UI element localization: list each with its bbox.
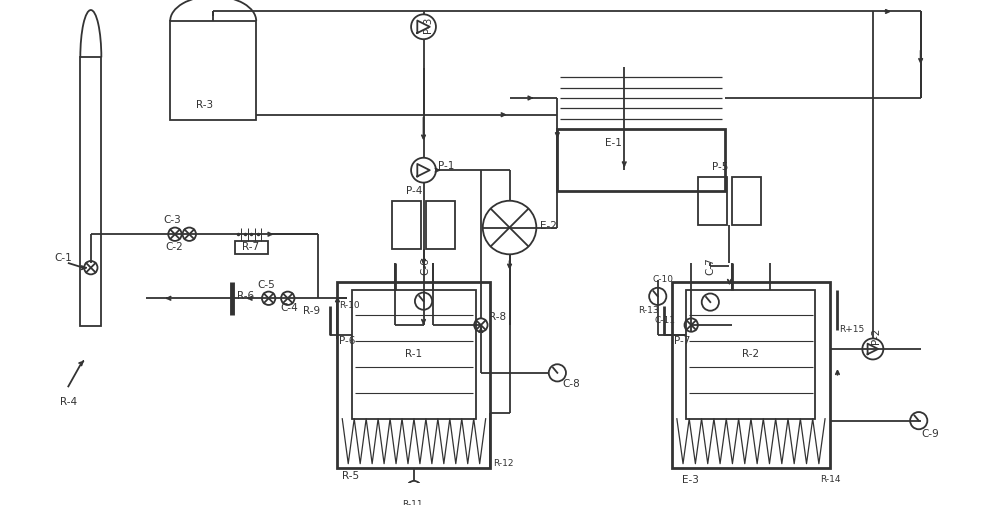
- Bar: [672, 282, 830, 469]
- Bar: [426, 201, 455, 248]
- Text: P-5: P-5: [712, 162, 729, 172]
- Text: R+15: R+15: [839, 325, 865, 334]
- Text: C-9: C-9: [922, 429, 939, 439]
- Bar: [337, 282, 490, 469]
- Bar: [352, 290, 476, 419]
- Text: C-4: C-4: [280, 303, 298, 313]
- Text: R-3: R-3: [196, 100, 213, 110]
- Text: R-10: R-10: [339, 301, 360, 311]
- Text: C-11: C-11: [655, 316, 676, 325]
- Text: R-14: R-14: [820, 475, 841, 484]
- Text: P-7: P-7: [674, 336, 690, 346]
- Text: P-1: P-1: [438, 161, 454, 171]
- Text: P-3: P-3: [423, 17, 433, 33]
- Bar: [392, 201, 421, 248]
- Text: R-12: R-12: [493, 459, 514, 468]
- Text: E-2: E-2: [540, 221, 557, 231]
- Bar: [686, 290, 815, 419]
- Text: R-8: R-8: [489, 313, 506, 322]
- Bar: [170, 21, 256, 121]
- Text: R-4: R-4: [60, 396, 77, 407]
- Bar: [557, 129, 725, 191]
- Text: R-5: R-5: [342, 471, 359, 481]
- Text: E-3: E-3: [682, 475, 699, 485]
- Text: R-13: R-13: [638, 306, 658, 315]
- Text: E-1: E-1: [605, 138, 622, 148]
- Text: C-6: C-6: [420, 258, 430, 275]
- Bar: [732, 177, 761, 225]
- Text: R-9: R-9: [303, 306, 320, 316]
- Bar: [80, 58, 101, 326]
- Text: C-3: C-3: [163, 215, 181, 225]
- Text: R-6: R-6: [237, 291, 254, 301]
- Text: P-2: P-2: [871, 328, 881, 344]
- Text: R-2: R-2: [742, 349, 760, 359]
- Text: R-1: R-1: [405, 349, 423, 359]
- Text: C-8: C-8: [562, 379, 580, 389]
- Bar: [235, 241, 268, 255]
- Text: P-4: P-4: [406, 186, 423, 196]
- Text: C-2: C-2: [165, 242, 183, 251]
- Bar: [698, 177, 727, 225]
- Text: P-6: P-6: [339, 336, 356, 346]
- Text: C-1: C-1: [54, 253, 72, 263]
- Text: R-11: R-11: [402, 500, 423, 505]
- Text: C-10: C-10: [653, 275, 674, 284]
- Text: R-7: R-7: [242, 242, 259, 251]
- Text: C-5: C-5: [257, 280, 275, 290]
- Text: C-7: C-7: [705, 258, 715, 275]
